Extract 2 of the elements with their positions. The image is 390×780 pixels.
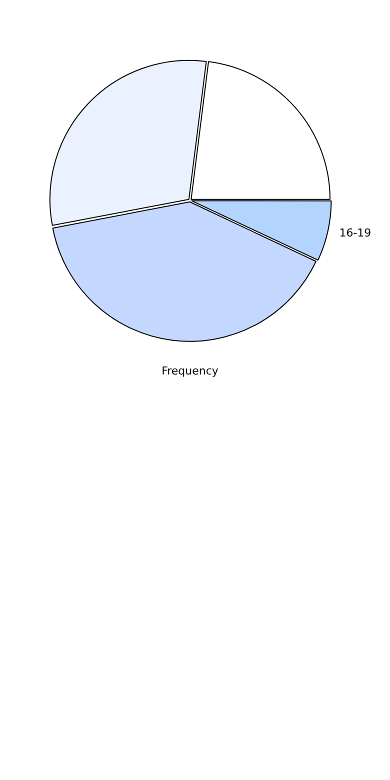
text: Frequency bbox=[162, 364, 219, 378]
slice-label: 16-19 bbox=[339, 226, 372, 240]
